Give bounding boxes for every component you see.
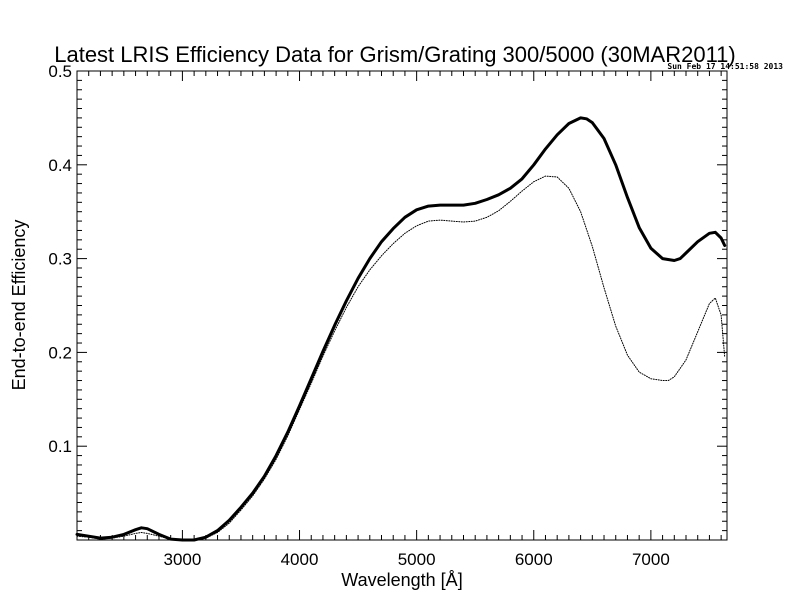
x-tick-label: 4000 bbox=[281, 550, 319, 569]
y-tick-label: 0.1 bbox=[48, 437, 72, 456]
x-axis-label: Wavelength [Å] bbox=[341, 570, 462, 590]
x-tick-label: 6000 bbox=[515, 550, 553, 569]
y-tick-label: 0.5 bbox=[48, 62, 72, 81]
minor-ticks bbox=[77, 71, 727, 540]
y-tick-label: 0.2 bbox=[48, 343, 72, 362]
timestamp: Sun Feb 17 14:51:58 2013 bbox=[667, 62, 783, 71]
y-tick-label: 0.3 bbox=[48, 250, 72, 269]
series-group bbox=[75, 116, 727, 542]
dotted-efficiency-line bbox=[76, 175, 726, 541]
x-tick-label: 5000 bbox=[398, 550, 436, 569]
x-tick-labels: 3000 4000 5000 6000 7000 bbox=[163, 550, 669, 569]
y-axis-label: End-to-end Efficiency bbox=[9, 220, 29, 391]
chart-title: Latest LRIS Efficiency Data for Grism/Gr… bbox=[54, 42, 736, 67]
plot-area bbox=[75, 70, 728, 542]
x-tick-label: 7000 bbox=[632, 550, 670, 569]
major-ticks bbox=[77, 70, 727, 540]
thick-efficiency-line bbox=[75, 116, 727, 542]
y-tick-labels: 0.1 0.2 0.3 0.4 0.5 bbox=[48, 62, 72, 456]
plot-frame bbox=[76, 70, 728, 541]
x-tick-label: 3000 bbox=[163, 550, 201, 569]
y-tick-label: 0.4 bbox=[48, 156, 72, 175]
